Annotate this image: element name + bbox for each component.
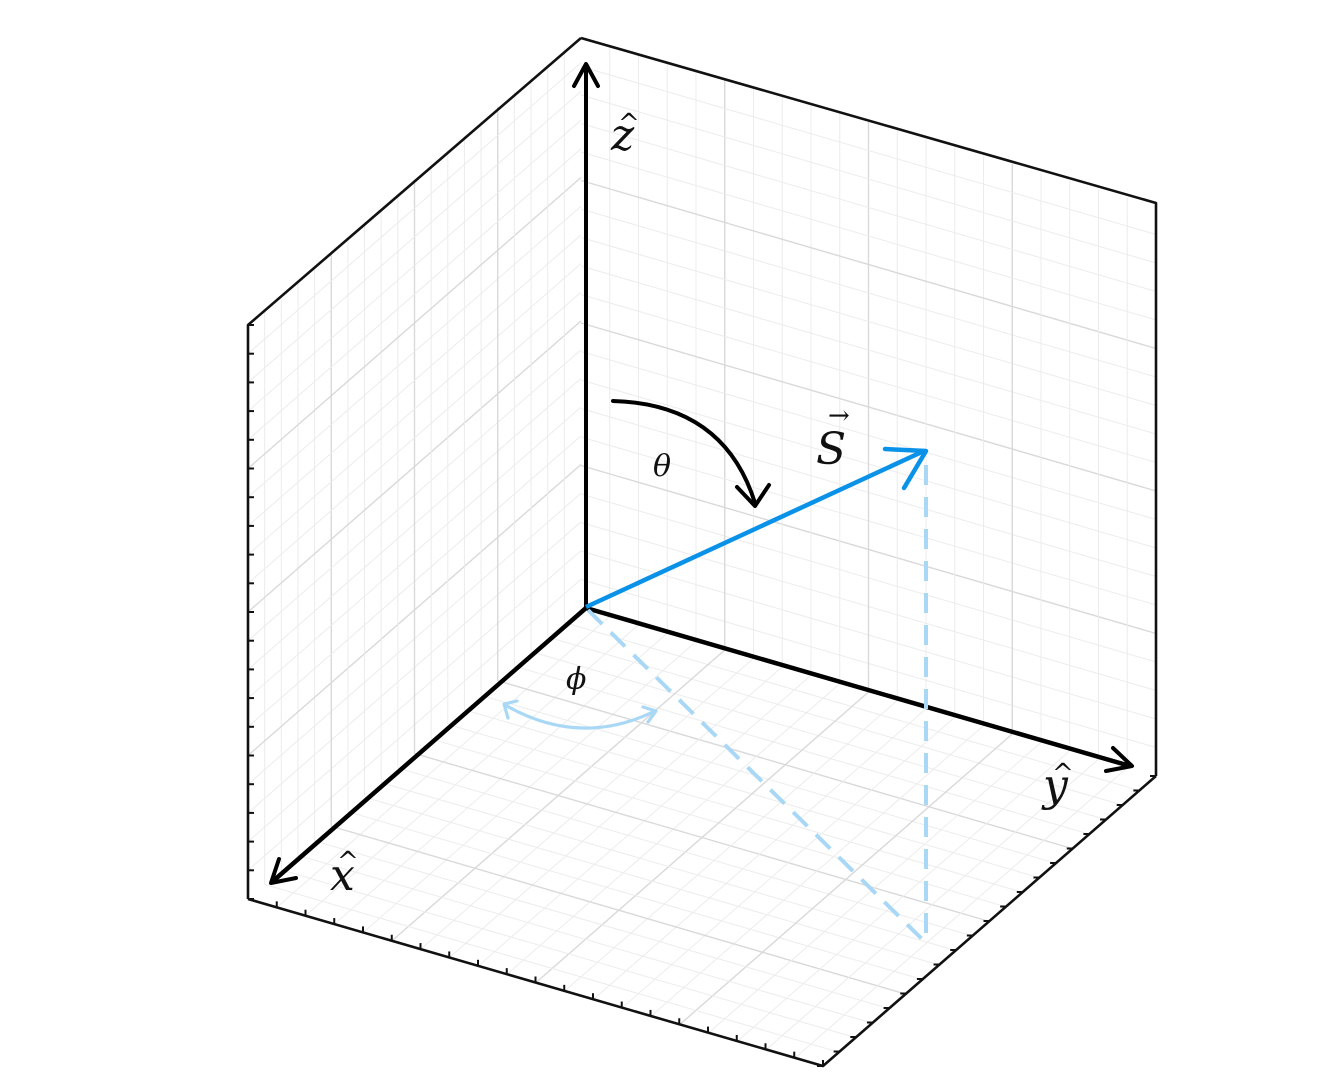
grid-line — [247, 91, 582, 383]
z-axis-hat: ^ — [618, 109, 640, 139]
z-axis-arrowhead — [572, 62, 600, 88]
x-axis-hat: ^ — [337, 847, 359, 877]
grid-line — [397, 767, 973, 937]
grid-line — [793, 767, 1128, 1059]
z-axis — [572, 62, 600, 608]
grid-line — [247, 119, 582, 412]
grid-line — [580, 151, 1157, 321]
y-axis — [585, 605, 1134, 773]
phi-arrowhead-left — [502, 699, 519, 720]
y-axis-label: y ^ — [1041, 759, 1074, 811]
grid-line — [736, 750, 1071, 1043]
grid-line — [592, 708, 927, 1001]
theta-arrowhead — [735, 483, 771, 508]
grid-line — [247, 263, 582, 555]
grid-line — [650, 725, 984, 1017]
vector-projection — [586, 465, 928, 944]
grid-line — [247, 176, 582, 470]
phi-arrowhead-right — [641, 705, 658, 724]
grid-line — [580, 265, 1157, 435]
grid-line — [580, 66, 1157, 235]
z-axis-label: z ^ — [610, 109, 640, 161]
grid-line — [247, 205, 582, 498]
theta-label: θ — [653, 449, 671, 484]
grid-line — [563, 700, 898, 992]
x-axis-arrowhead — [269, 857, 298, 885]
grid-line — [247, 148, 582, 441]
grid-line — [381, 782, 957, 952]
theta-arc — [611, 399, 771, 508]
y-axis-label-text: y — [1041, 760, 1069, 811]
grid-line — [621, 716, 956, 1009]
projection-floor-line — [586, 608, 927, 944]
grid-line — [580, 294, 1157, 463]
z-axis-label-text: z — [610, 110, 635, 161]
grid-line — [580, 322, 1157, 492]
left-wall-grid — [247, 48, 582, 885]
grid-line — [347, 811, 924, 981]
grid-line — [247, 291, 582, 584]
grid-line — [535, 691, 869, 984]
back-wall-grid — [580, 46, 1157, 768]
grid-line — [247, 234, 582, 527]
floor-grid — [264, 616, 1140, 1059]
vector-s-arrow-mark: → — [828, 401, 850, 431]
vector-s-label-text: S — [816, 424, 846, 475]
grid-line — [364, 796, 940, 966]
grid-line — [314, 840, 890, 1010]
y-axis-arrowhead — [1104, 746, 1134, 773]
x-axis-label: x ^ — [330, 847, 359, 901]
grid-line — [331, 825, 907, 995]
grid-line — [247, 62, 582, 355]
phi-label: ϕ — [566, 662, 586, 697]
x-axis — [269, 606, 588, 885]
grid-line — [281, 869, 857, 1039]
grid-line — [707, 742, 1042, 1034]
grid-line — [264, 883, 840, 1053]
grid-line — [580, 123, 1157, 292]
grid-line — [678, 733, 1013, 1026]
floor-outline — [247, 775, 1157, 1068]
grid-line — [297, 854, 874, 1024]
grid-line — [580, 208, 1157, 378]
x-axis-label-text: x — [330, 850, 355, 901]
background-grids — [247, 46, 1157, 1059]
vector-s — [585, 446, 929, 610]
phi-arc — [502, 699, 658, 730]
grid-line — [580, 179, 1157, 350]
grid-line — [580, 237, 1157, 406]
grid-line — [765, 758, 1099, 1051]
back-wall-outline — [580, 36, 1158, 776]
vector-s-label: S → — [816, 401, 850, 475]
tick-marks — [247, 324, 1156, 1067]
vector-s-arrowhead — [882, 446, 929, 491]
grid-line — [580, 94, 1157, 264]
y-axis-hat: ^ — [1052, 759, 1074, 789]
